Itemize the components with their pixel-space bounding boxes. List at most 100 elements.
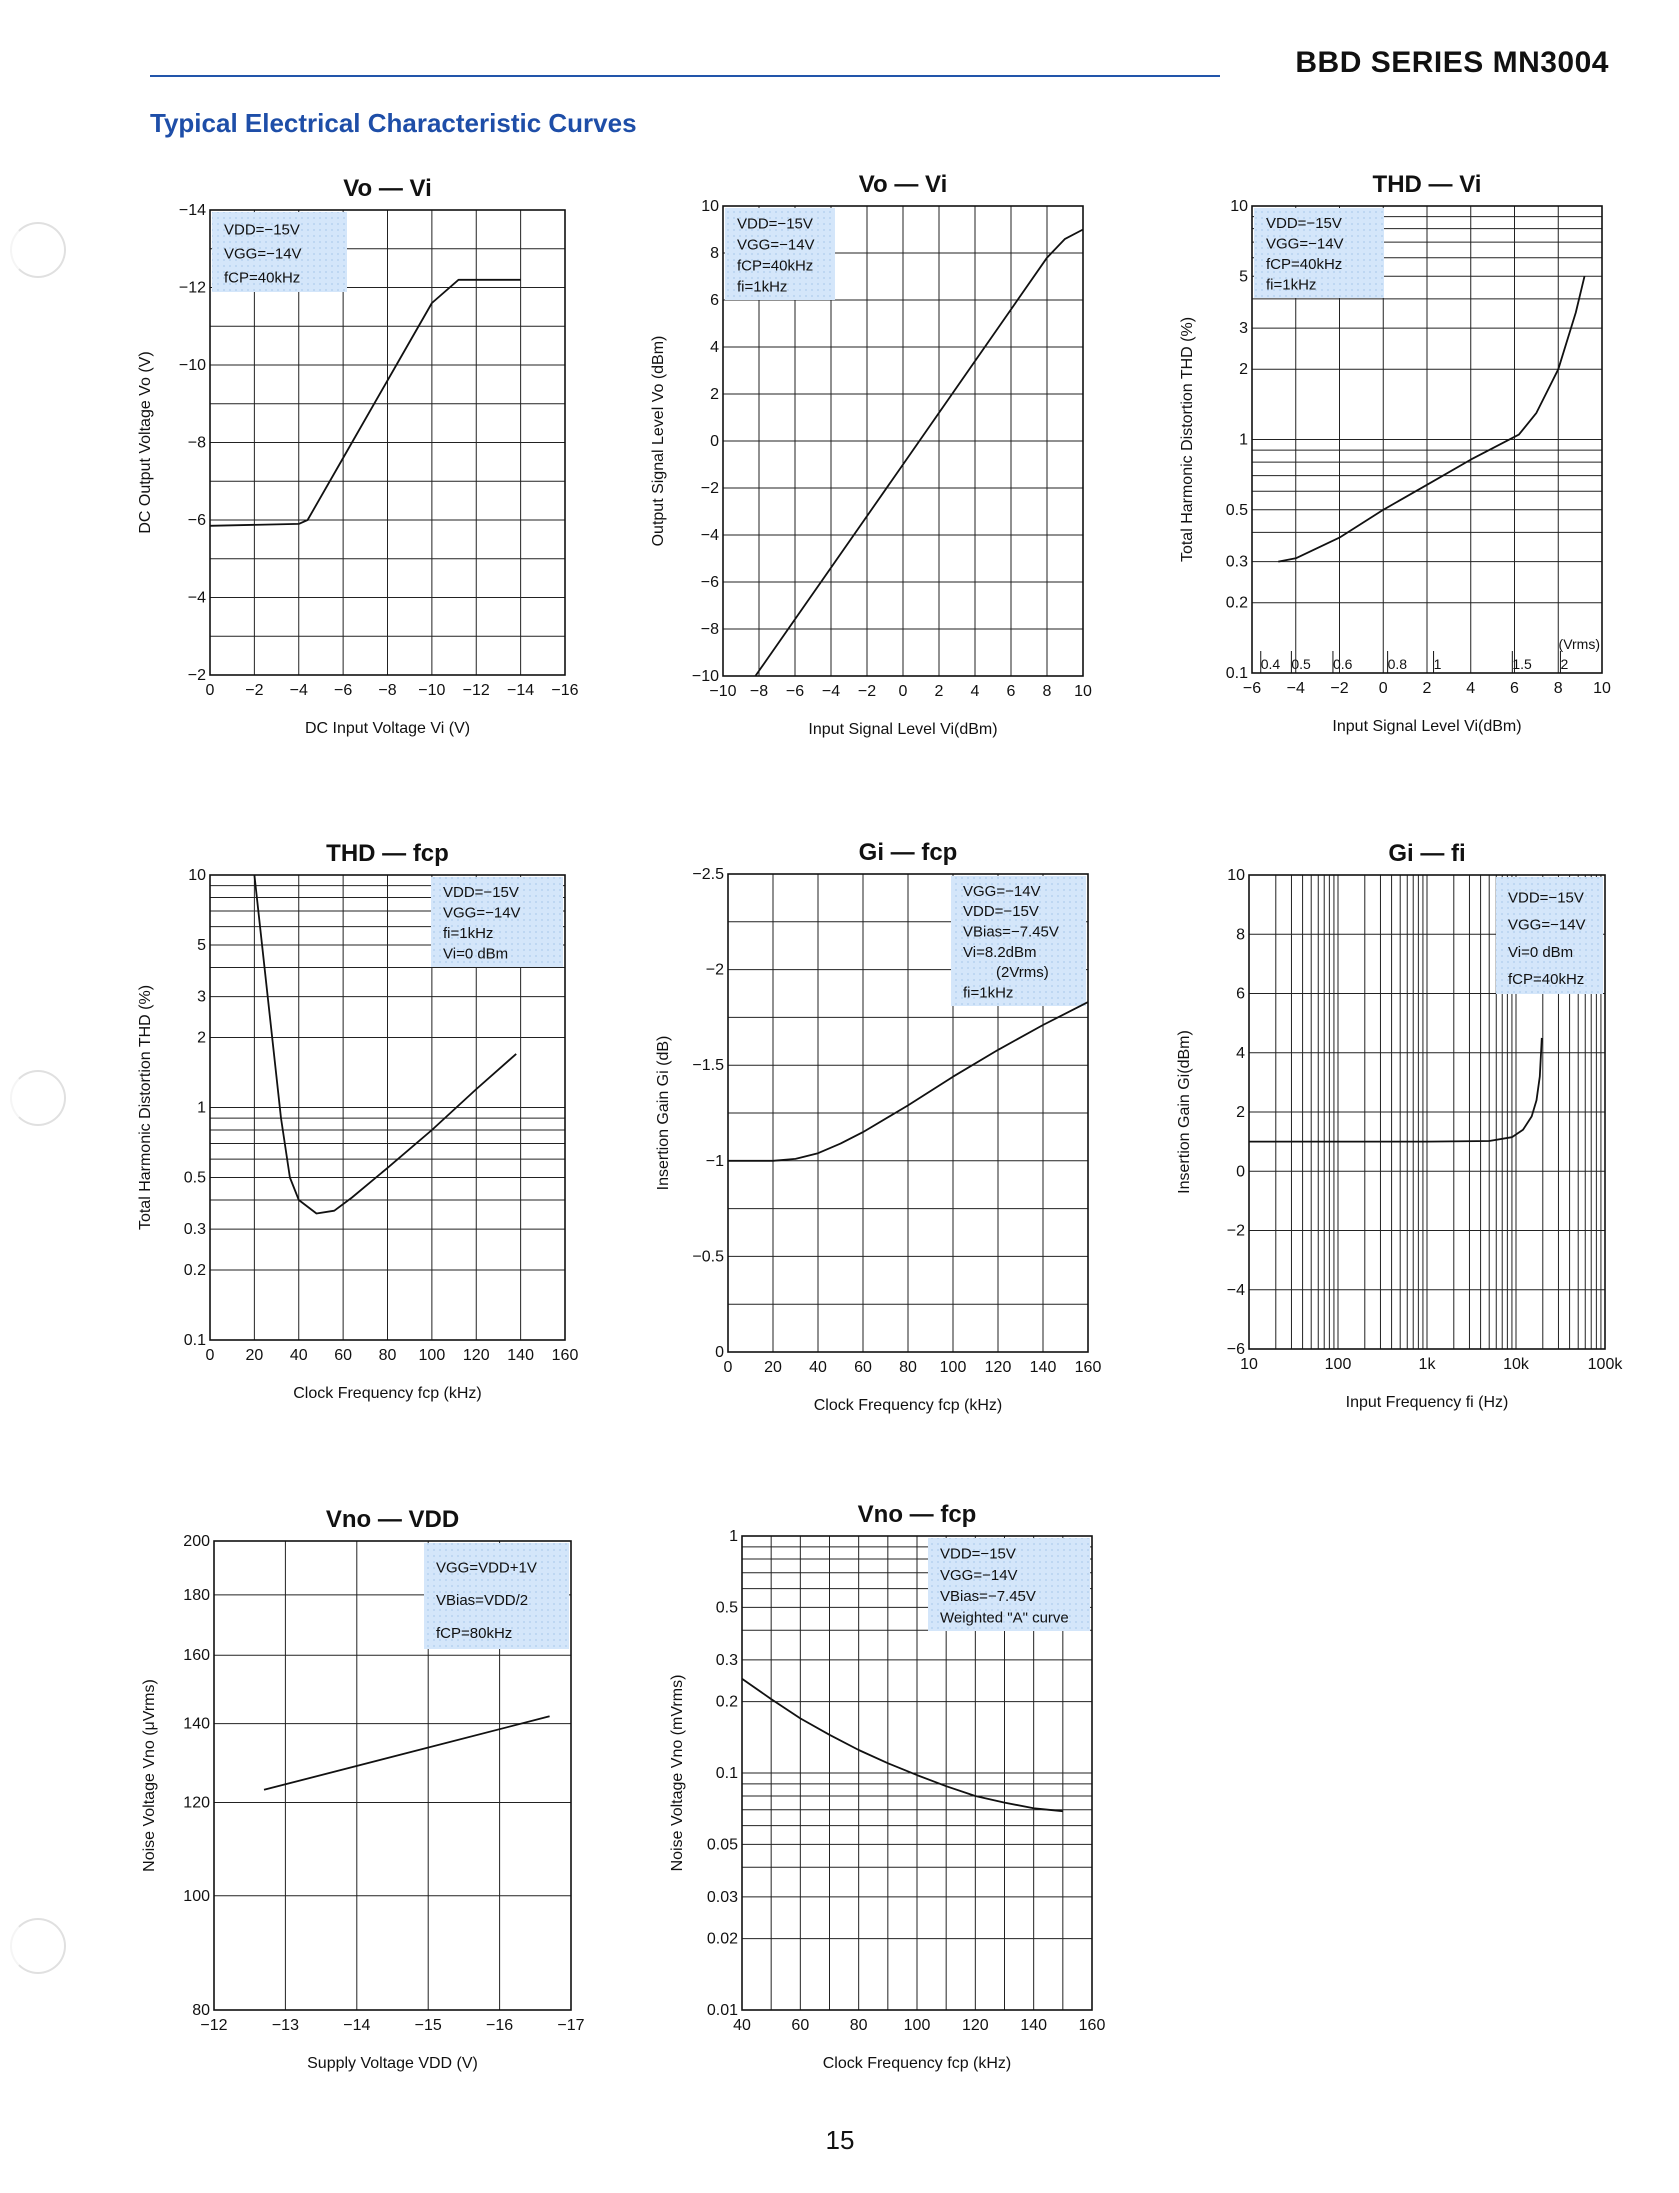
y-tick-label: 10 [1230, 198, 1248, 215]
y-tick-label: 0.3 [716, 1652, 738, 1669]
x-tick-label: 100 [1325, 1356, 1352, 1373]
top-axis-tick-label: 0.6 [1333, 656, 1353, 672]
series-title: BBD SERIES MN3004 [1295, 46, 1609, 79]
x-tick-label: −14 [343, 2017, 370, 2034]
x-tick-label: 160 [1079, 2017, 1106, 2034]
x-axis-label: Supply Voltage VDD (V) [307, 2055, 478, 2072]
binder-hole [10, 1070, 66, 1126]
x-tick-label: 120 [985, 1359, 1012, 1376]
x-tick-label: −6 [1243, 680, 1261, 697]
x-tick-label: 120 [463, 1347, 490, 1364]
top-axis-tick-label: 1.5 [1512, 656, 1532, 672]
y-tick-label: 0.1 [716, 1765, 738, 1782]
y-tick-label: −8 [701, 621, 719, 638]
binder-hole [10, 1918, 66, 1974]
y-tick-label: 0.3 [184, 1221, 206, 1238]
x-tick-label: −12 [463, 682, 490, 699]
y-tick-label: 140 [183, 1716, 210, 1733]
y-tick-label: 8 [1236, 926, 1245, 943]
y-tick-label: −4 [701, 527, 719, 544]
legend-box [951, 876, 1086, 1006]
y-tick-label: −2 [706, 962, 724, 979]
x-tick-label: 0 [899, 683, 908, 700]
legend-entry: VDD=−15V [443, 884, 519, 901]
x-tick-label: 60 [334, 1347, 352, 1364]
legend-entry: fi=1kHz [1266, 276, 1316, 293]
data-series-line [263, 1715, 550, 1791]
x-tick-label: 40 [290, 1347, 308, 1364]
legend-entry: fi=1kHz [737, 278, 787, 295]
x-tick-label: −4 [290, 682, 308, 699]
legend-entry: fCP=40kHz [737, 257, 813, 274]
y-tick-label: 2 [1239, 361, 1248, 378]
plot-frame [741, 1535, 1093, 2011]
legend-box [1254, 208, 1384, 298]
data-series-line [754, 228, 1084, 677]
y-axis-label: Noise Voltage Vno (μVrms) [141, 1679, 158, 1872]
x-axis-label: DC Input Voltage Vi (V) [305, 720, 470, 737]
x-tick-label: 8 [1043, 683, 1052, 700]
x-tick-label: 140 [1030, 1359, 1057, 1376]
y-tick-label: 3 [197, 989, 206, 1006]
x-tick-label: 100 [904, 2017, 931, 2034]
x-axis-label: Clock Frequency fcp (kHz) [293, 1385, 482, 1402]
legend-entry: fCP=40kHz [1508, 971, 1584, 988]
x-tick-label: 80 [850, 2017, 868, 2034]
y-tick-label: −2 [701, 480, 719, 497]
legend-entry: VGG=−14V [1508, 917, 1586, 934]
x-tick-label: 140 [507, 1347, 534, 1364]
x-tick-label: −14 [507, 682, 534, 699]
y-tick-label: 0.5 [716, 1599, 738, 1616]
y-tick-label: 8 [710, 245, 719, 262]
y-tick-label: 4 [710, 339, 719, 356]
x-axis-label: Input Signal Level Vi(dBm) [808, 721, 997, 738]
y-tick-label: 200 [183, 1533, 210, 1550]
legend-entry: VGG=−14V [443, 904, 521, 921]
legend-entry: Vi=0 dBm [1508, 944, 1573, 961]
legend-entry: fi=1kHz [443, 925, 493, 942]
chart-title: Vno — VDD [326, 1506, 459, 1533]
x-tick-label: 2 [1423, 680, 1432, 697]
legend-box [1496, 877, 1603, 994]
y-tick-label: −8 [188, 435, 206, 452]
x-tick-label: 1k [1419, 1356, 1437, 1373]
x-tick-label: 20 [245, 1347, 263, 1364]
y-axis-label: Total Harmonic Distortion THD (%) [1179, 317, 1196, 562]
y-tick-label: 120 [183, 1794, 210, 1811]
x-tick-label: 160 [552, 1347, 579, 1364]
legend-entry: fi=1kHz [963, 985, 1013, 1002]
y-tick-label: 1 [729, 1528, 738, 1545]
y-tick-label: 5 [197, 937, 206, 954]
x-tick-label: 40 [809, 1359, 827, 1376]
x-tick-label: 6 [1007, 683, 1016, 700]
data-series-line [1249, 1037, 1543, 1143]
top-axis-unit-label: (Vrms) [1559, 636, 1600, 652]
x-axis-label: Input Frequency fi (Hz) [1346, 1394, 1509, 1411]
x-tick-label: 2 [935, 683, 944, 700]
x-tick-label: 10k [1503, 1356, 1530, 1373]
x-tick-label: 20 [764, 1359, 782, 1376]
legend-entry: VDD=−15V [963, 903, 1039, 920]
plot-frame [1251, 205, 1603, 674]
y-tick-label: 10 [1227, 867, 1245, 884]
y-axis-label: Insertion Gain Gi(dBm) [1176, 1030, 1193, 1194]
x-tick-label: 100 [419, 1347, 446, 1364]
y-tick-label: 1 [197, 1100, 206, 1117]
legend-entry: VGG=−14V [737, 236, 815, 253]
y-tick-label: −1.5 [692, 1057, 724, 1074]
y-tick-label: 2 [1236, 1104, 1245, 1121]
top-axis-tick-label: 0.8 [1388, 656, 1408, 672]
x-tick-label: −16 [486, 2017, 513, 2034]
plot-frame [727, 873, 1089, 1353]
y-axis-label: Total Harmonic Distortion THD (%) [137, 985, 154, 1230]
chart-title: Vo — Vi [343, 175, 431, 202]
y-tick-label: −12 [179, 280, 206, 297]
top-axis-tick-label: 1 [1434, 656, 1442, 672]
x-tick-label: −8 [750, 683, 768, 700]
y-tick-label: −2 [188, 667, 206, 684]
y-tick-label: 0.1 [1226, 665, 1248, 682]
y-tick-label: −2.5 [692, 866, 724, 883]
y-tick-label: 80 [192, 2002, 210, 2019]
y-tick-label: 0 [715, 1344, 724, 1361]
y-tick-label: 0.02 [707, 1931, 738, 1948]
